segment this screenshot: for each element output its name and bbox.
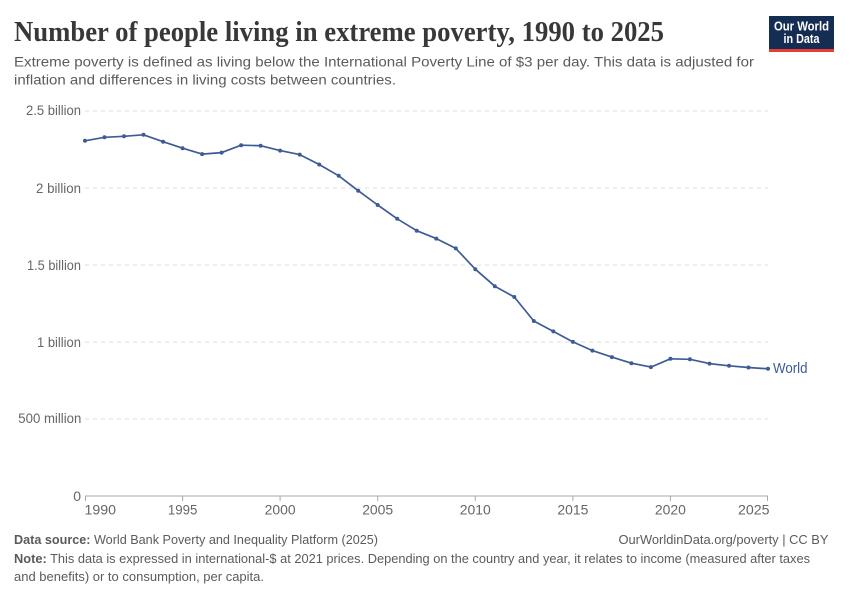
svg-text:Our World: Our World: [774, 20, 829, 34]
svg-text:in Data: in Data: [784, 32, 821, 46]
svg-text:and benefits) or to consumptio: and benefits) or to consumption, per cap…: [14, 569, 264, 584]
svg-text:2.5 billion: 2.5 billion: [26, 102, 81, 118]
svg-text:2000: 2000: [265, 502, 296, 518]
svg-text:World: World: [773, 361, 808, 377]
svg-text:1.5 billion: 1.5 billion: [27, 257, 81, 273]
svg-text:inflation and differences in l: inflation and differences in living cost…: [14, 71, 396, 87]
svg-text:2010: 2010: [460, 502, 491, 518]
svg-text:Data source: World Bank Povert: Data source: World Bank Poverty and Ineq…: [14, 532, 378, 547]
svg-text:Note: This data is expressed i: Note: This data is expressed in internat…: [14, 551, 810, 566]
svg-text:2020: 2020: [655, 502, 686, 518]
svg-text:2025: 2025: [738, 502, 770, 518]
svg-text:500 million: 500 million: [18, 410, 81, 426]
svg-text:2005: 2005: [362, 502, 393, 518]
svg-text:OurWorldinData.org/poverty | C: OurWorldinData.org/poverty | CC BY: [619, 532, 829, 547]
svg-text:2 billion: 2 billion: [36, 180, 81, 196]
svg-text:0: 0: [73, 488, 81, 504]
svg-text:Number of people living in ext: Number of people living in extreme pover…: [14, 16, 664, 48]
svg-text:1 billion: 1 billion: [37, 334, 81, 350]
svg-text:1990: 1990: [85, 502, 117, 518]
svg-text:2015: 2015: [557, 502, 588, 518]
svg-text:Extreme poverty is defined as: Extreme poverty is defined as living bel…: [14, 53, 754, 69]
svg-text:1995: 1995: [168, 502, 198, 518]
